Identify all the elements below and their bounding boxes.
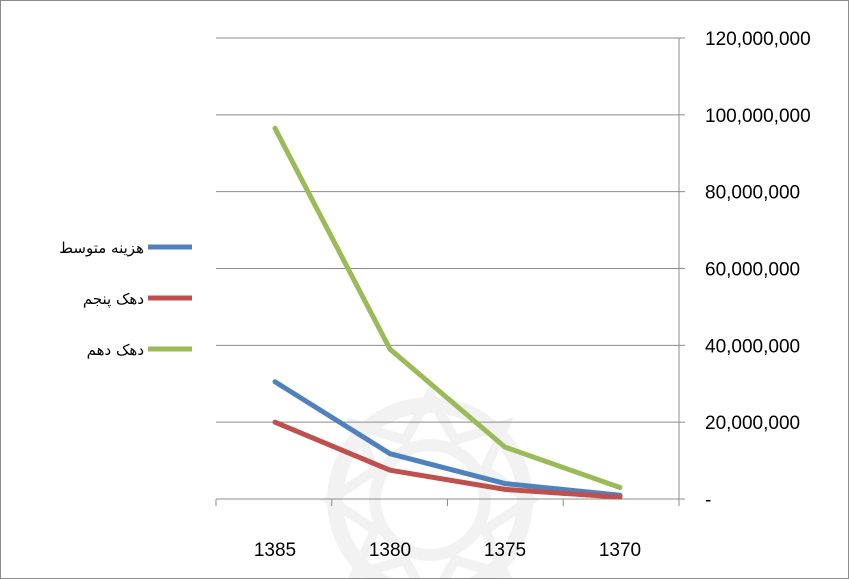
x-tick-label: 1370 (599, 540, 641, 561)
series-line-2 (272, 419, 623, 500)
legend-label-1: هزینه متوسط (59, 239, 144, 257)
x-tick-label: 1380 (369, 540, 411, 561)
y-tick-label: 60,000,000 (705, 260, 800, 281)
legend-label-2: دهک پنجم (83, 290, 144, 309)
y-tick-label: 40,000,000 (705, 336, 800, 357)
y-tick-label: 120,000,000 (705, 29, 811, 50)
y-tick-label: 80,000,000 (705, 183, 800, 204)
legend-label-3: دهک دهم (87, 341, 144, 359)
series-line-3 (272, 125, 623, 490)
y-tick-label: 100,000,000 (705, 106, 811, 127)
x-tick-label: 1375 (484, 540, 526, 561)
y-tick-label: 20,000,000 (705, 413, 800, 434)
x-tick-label: 1385 (254, 540, 296, 561)
watermark-emblem (320, 384, 540, 579)
y-tick-label: - (705, 490, 711, 511)
series-line-1 (272, 379, 623, 498)
